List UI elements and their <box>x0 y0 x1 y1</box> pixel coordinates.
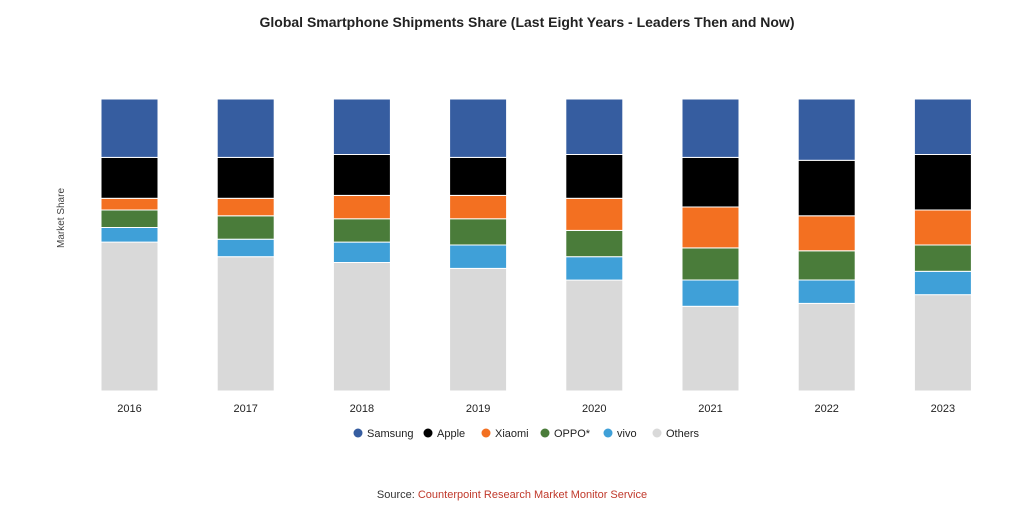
legend-swatch-apple <box>423 428 433 438</box>
chart-title: Global Smartphone Shipments Share (Last … <box>260 14 795 30</box>
bar-2023-xiaomi[interactable] <box>913 209 972 246</box>
source-link[interactable]: Counterpoint Research Market Monitor Ser… <box>417 489 648 501</box>
y-axis-label: Market Share <box>56 188 67 248</box>
bar-2018-xiaomi[interactable] <box>332 194 391 220</box>
legend-label-samsung: Samsung <box>367 428 413 440</box>
bar-2016-others[interactable] <box>100 241 159 392</box>
bar-2021-apple[interactable] <box>681 156 740 208</box>
bar-2022-samsung[interactable] <box>797 98 856 161</box>
bar-2016-samsung[interactable] <box>100 98 159 158</box>
bar-2017-xiaomi[interactable] <box>216 197 275 217</box>
bar-2018-oppo[interactable] <box>332 218 391 243</box>
bar-2020-oppo[interactable] <box>565 229 624 258</box>
legend-label-vivo: vivo <box>617 428 637 440</box>
bar-2021-vivo[interactable] <box>681 279 740 307</box>
bar-2019-xiaomi[interactable] <box>449 194 508 220</box>
x-tick-2023: 2023 <box>931 403 955 415</box>
bar-2017-others[interactable] <box>216 256 275 392</box>
bar-2017-samsung[interactable] <box>216 98 275 158</box>
bar-2016-oppo[interactable] <box>100 209 159 228</box>
bar-2020-apple[interactable] <box>565 154 624 199</box>
legend-label-oppo: OPPO* <box>554 428 591 440</box>
bar-2017-vivo[interactable] <box>216 238 275 258</box>
bar-2019-vivo[interactable] <box>449 244 508 269</box>
legend-item-apple[interactable]: Apple <box>423 428 466 440</box>
bar-2016-vivo[interactable] <box>100 227 159 243</box>
bar-2023-apple[interactable] <box>913 154 972 211</box>
bar-2019-others[interactable] <box>449 267 508 392</box>
legend-swatch-xiaomi <box>481 428 491 438</box>
x-tick-2018: 2018 <box>350 403 374 415</box>
legend-label-xiaomi: Xiaomi <box>495 428 529 440</box>
bar-2021-samsung[interactable] <box>681 98 740 158</box>
bar-2022-others[interactable] <box>797 302 856 392</box>
x-tick-labels: 2016 2017 2018 2019 2020 2021 2022 2023 <box>117 403 955 415</box>
x-tick-2020: 2020 <box>582 403 606 415</box>
source-note: Source: Counterpoint Research Market Mon… <box>0 489 1024 501</box>
legend-swatch-samsung <box>353 428 363 438</box>
legend-swatch-vivo <box>603 428 613 438</box>
bar-2018-apple[interactable] <box>332 154 391 196</box>
x-tick-2016: 2016 <box>117 403 141 415</box>
bar-2021-xiaomi[interactable] <box>681 206 740 249</box>
bar-2019-samsung[interactable] <box>449 98 508 158</box>
bar-2017-oppo[interactable] <box>216 215 275 240</box>
bar-2017-apple[interactable] <box>216 156 275 199</box>
legend-swatch-oppo <box>540 428 550 438</box>
bar-2020-xiaomi[interactable] <box>565 197 624 231</box>
bars-group <box>100 98 972 392</box>
bar-2022-vivo[interactable] <box>797 279 856 304</box>
bar-2018-others[interactable] <box>332 262 391 392</box>
bar-2019-oppo[interactable] <box>449 218 508 246</box>
bar-2020-others[interactable] <box>565 279 624 392</box>
bar-2021-others[interactable] <box>681 305 740 392</box>
x-tick-2019: 2019 <box>466 403 490 415</box>
bar-2018-vivo[interactable] <box>332 241 391 264</box>
bar-2016-apple[interactable] <box>100 156 159 199</box>
legend-item-oppo[interactable]: OPPO* <box>540 428 591 440</box>
legend-item-vivo[interactable]: vivo <box>603 428 637 440</box>
x-tick-2022: 2022 <box>814 403 838 415</box>
bar-2023-oppo[interactable] <box>913 244 972 272</box>
bar-2016-xiaomi[interactable] <box>100 197 159 211</box>
x-tick-2017: 2017 <box>233 403 257 415</box>
bar-2023-samsung[interactable] <box>913 98 972 155</box>
legend-swatch-others <box>652 428 662 438</box>
legend-item-samsung[interactable]: Samsung <box>353 428 414 440</box>
legend: Samsung Apple Xiaomi OPPO* vivo Others <box>353 428 700 440</box>
bar-2022-apple[interactable] <box>797 159 856 217</box>
bar-2022-xiaomi[interactable] <box>797 215 856 252</box>
legend-label-apple: Apple <box>437 428 465 440</box>
legend-item-others[interactable]: Others <box>652 428 700 440</box>
bar-2020-vivo[interactable] <box>565 256 624 281</box>
source-prefix: Source: <box>376 489 418 501</box>
bar-2018-samsung[interactable] <box>332 98 391 155</box>
bar-2021-oppo[interactable] <box>681 247 740 281</box>
bar-2023-others[interactable] <box>913 294 972 392</box>
bar-2019-apple[interactable] <box>449 156 508 196</box>
x-tick-2021: 2021 <box>698 403 722 415</box>
legend-label-others: Others <box>666 428 700 440</box>
legend-item-xiaomi[interactable]: Xiaomi <box>481 428 529 440</box>
bar-2022-oppo[interactable] <box>797 250 856 281</box>
bar-2023-vivo[interactable] <box>913 270 972 296</box>
bar-2020-samsung[interactable] <box>565 98 624 155</box>
